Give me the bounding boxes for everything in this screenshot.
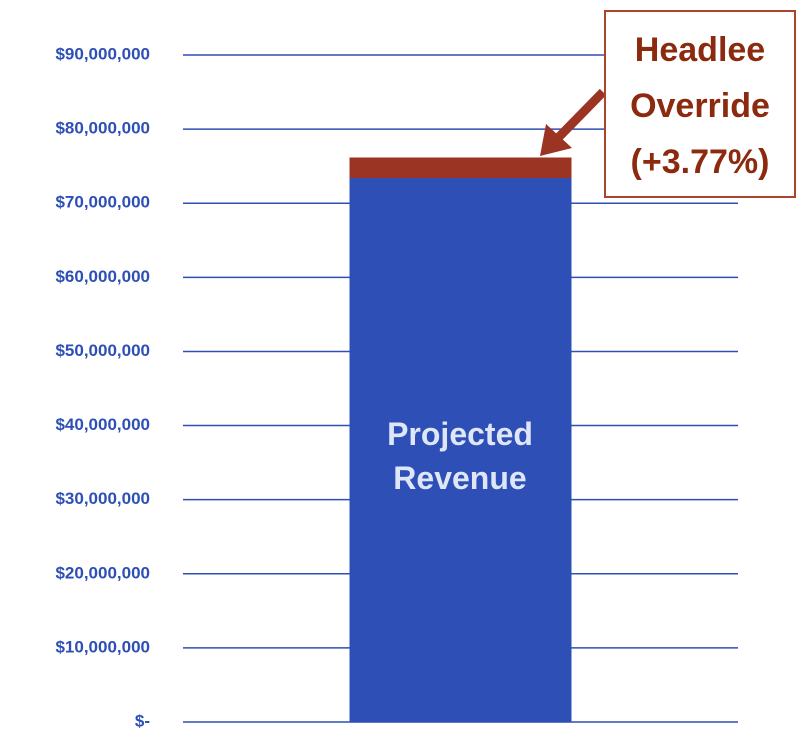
arrow-shaft [552,88,607,144]
y-tick-label: $30,000,000 [55,489,150,508]
y-tick-label: $- [135,711,150,730]
y-tick-label: $10,000,000 [55,637,150,656]
annotation-box: Headlee Override (+3.77%) [604,10,796,198]
y-tick-label: $20,000,000 [55,563,150,582]
y-tick-label: $40,000,000 [55,415,150,434]
y-tick-label: $70,000,000 [55,193,150,212]
y-tick-label: $90,000,000 [55,44,150,63]
y-tick-label: $60,000,000 [55,267,150,286]
bar-segment [349,178,572,723]
bar-segment [349,157,572,179]
y-tick-label: $50,000,000 [55,341,150,360]
y-tick-label: $80,000,000 [55,119,150,138]
bar-label: Projected Revenue [387,416,533,496]
arrow-head [540,124,572,156]
